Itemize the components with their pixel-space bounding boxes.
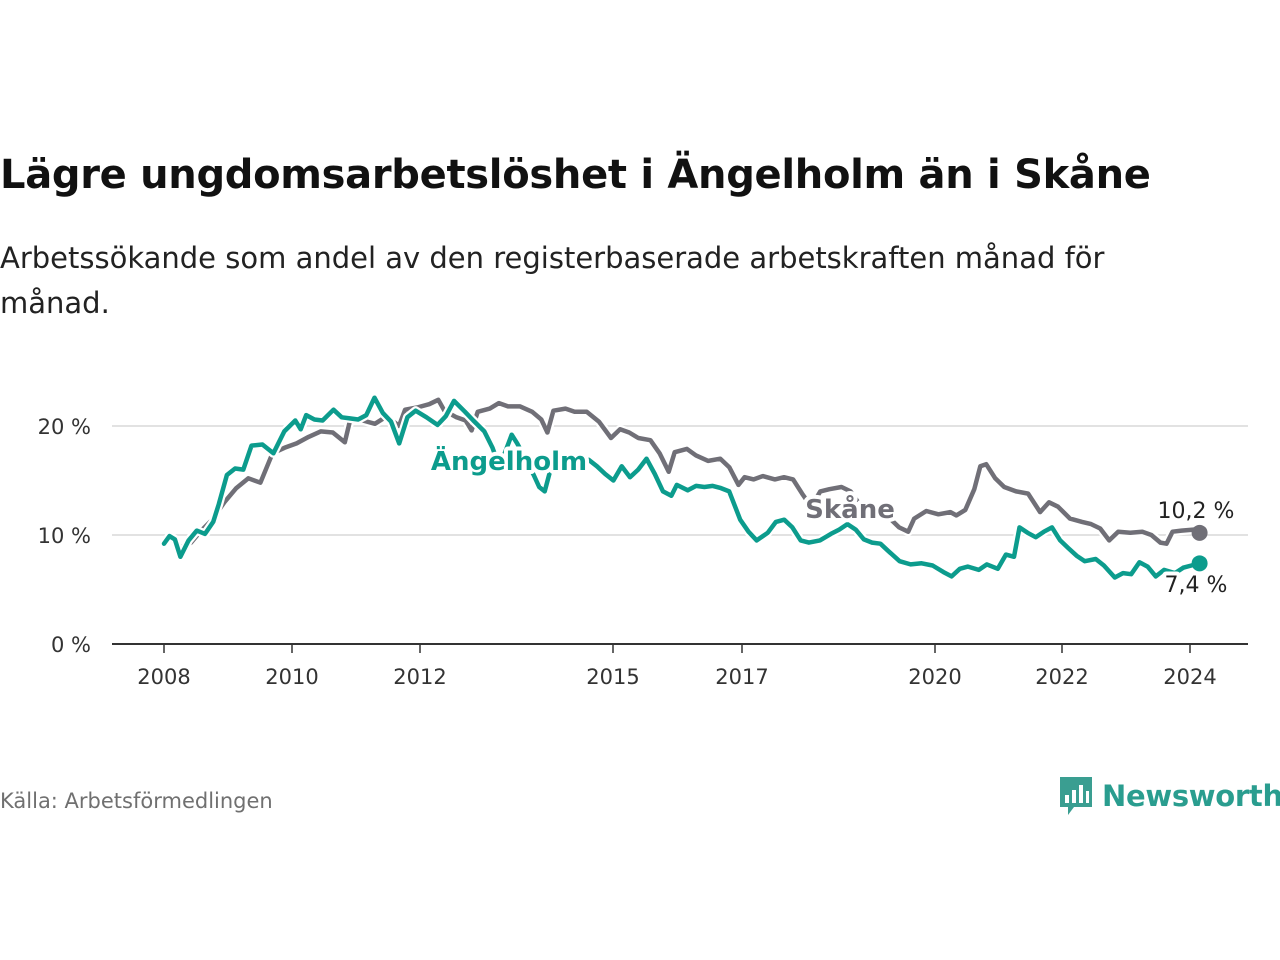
chart-title: Lägre ungdomsarbetslöshet i Ängelholm än… — [0, 152, 1151, 198]
series-end-dot-angelholm — [1191, 555, 1208, 572]
series-lines — [160, 393, 1208, 582]
x-tick-label: 2024 — [1163, 665, 1216, 689]
series-label-skane-halo: Skåne — [805, 493, 895, 525]
newsworthy-logo[interactable]: Newsworthy — [1058, 773, 1280, 819]
end-value-angelholm-halo: 7,4 % — [1165, 573, 1228, 598]
series-label-angelholm: Ängelholm — [431, 445, 587, 477]
x-axis: 2008 2010 2012 2015 2017 2020 2022 2024 — [112, 643, 1248, 689]
x-tick-label: 2008 — [137, 665, 190, 689]
series-line-angelholm — [161, 395, 1202, 580]
end-value-skane: 10,2 % — [1158, 499, 1235, 524]
x-tick-label: 2012 — [393, 665, 446, 689]
end-value-angelholm: 7,4 % — [1165, 573, 1228, 598]
y-tick-label: 0 % — [51, 633, 91, 657]
brand-name: Newsworthy — [1102, 779, 1280, 813]
series-label-angelholm-halo: Ängelholm — [431, 445, 587, 477]
chart-subtitle: Arbetssökande som andel av den registerb… — [0, 241, 1105, 320]
newsworthy-logo-icon — [1060, 777, 1092, 815]
x-tick-label: 2010 — [265, 665, 318, 689]
x-tick-label: 2020 — [908, 665, 961, 689]
source-note: Källa: Arbetsförmedlingen — [0, 789, 273, 813]
x-tick-label: 2017 — [715, 665, 768, 689]
series-end-dot-skane — [1191, 524, 1208, 541]
y-tick-label: 10 % — [38, 524, 91, 548]
y-axis-ticks: 0 % 10 % 20 % — [38, 415, 91, 657]
y-tick-label: 20 % — [38, 415, 91, 439]
series-label-skane: Skåne — [805, 493, 895, 525]
end-value-skane-halo: 10,2 % — [1158, 499, 1235, 524]
x-tick-label: 2022 — [1035, 665, 1088, 689]
line-chart: 0 % 10 % 20 % 2008 2010 2012 2015 2017 2020 2022… — [38, 393, 1248, 689]
x-tick-label: 2015 — [586, 665, 639, 689]
